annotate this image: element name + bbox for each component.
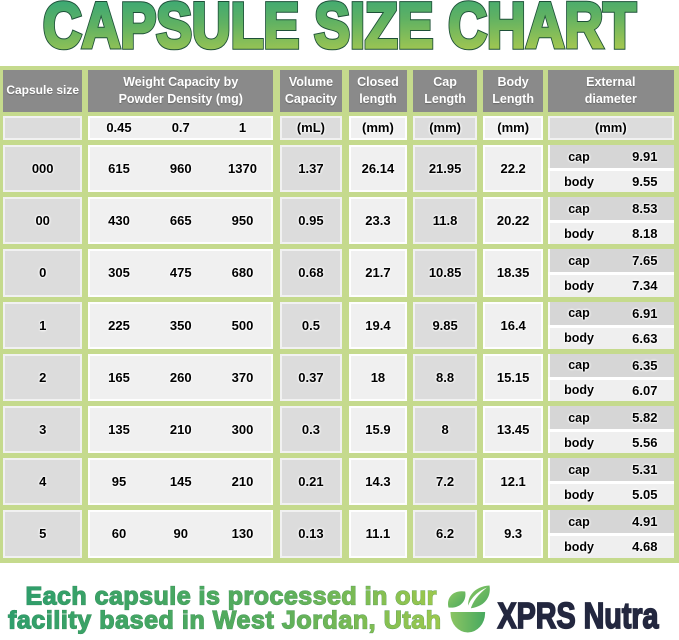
svg-text:facility based in West Jordan,: facility based in West Jordan, Utah xyxy=(8,607,441,635)
svg-text:CAPSULE SIZE CHART: CAPSULE SIZE CHART xyxy=(43,0,636,62)
svg-text:Each capsule is processed in o: Each capsule is processed in our xyxy=(26,583,437,611)
svg-text:CAPSULE SIZE CHART: CAPSULE SIZE CHART xyxy=(43,0,636,62)
svg-text:Each capsule is processed in o: Each capsule is processed in our xyxy=(26,583,437,611)
svg-text:facility based in West Jordan,: facility based in West Jordan, Utah xyxy=(8,607,441,635)
svg-text:XPRS Nutra: XPRS Nutra xyxy=(498,595,660,636)
